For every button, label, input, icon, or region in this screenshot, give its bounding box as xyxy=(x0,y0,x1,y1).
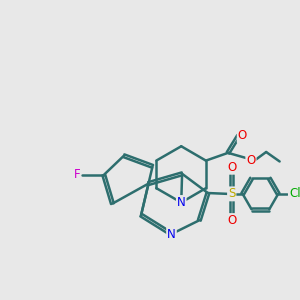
Text: O: O xyxy=(238,129,247,142)
Text: S: S xyxy=(228,188,236,200)
Text: O: O xyxy=(227,214,236,227)
Text: O: O xyxy=(227,161,236,174)
Text: O: O xyxy=(246,154,256,167)
Text: Cl: Cl xyxy=(289,188,300,200)
Text: N: N xyxy=(167,227,176,241)
Text: F: F xyxy=(74,169,80,182)
Text: N: N xyxy=(177,196,186,209)
